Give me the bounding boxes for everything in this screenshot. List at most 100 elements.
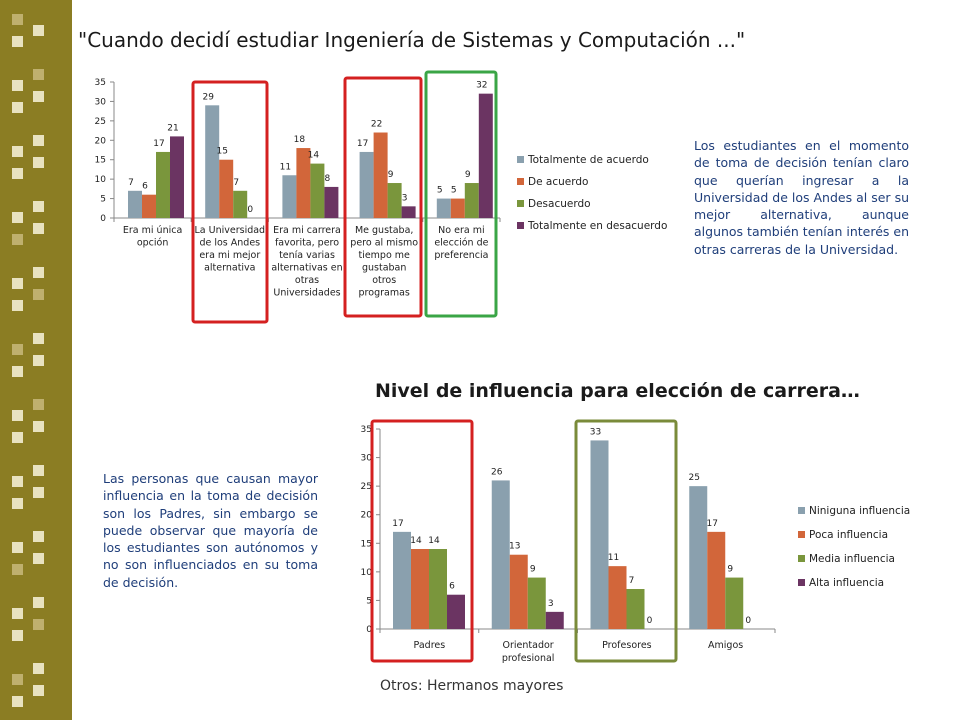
highlight-box xyxy=(191,80,269,324)
decorative-square xyxy=(33,201,44,212)
footnote: Otros: Hermanos mayores xyxy=(380,678,564,694)
decorative-square xyxy=(33,465,44,476)
decorative-square xyxy=(12,168,23,179)
decorative-square xyxy=(33,69,44,80)
data-label: 17 xyxy=(707,519,718,529)
y-tick-label: 15 xyxy=(361,539,372,549)
bar xyxy=(608,566,627,629)
chart2-title: Nivel de influencia para elección de car… xyxy=(375,380,860,402)
category-label: Era mi única opción xyxy=(123,225,182,249)
decorative-square xyxy=(33,487,44,498)
data-label: 17 xyxy=(153,139,164,149)
bar xyxy=(545,611,564,629)
y-tick-label: 0 xyxy=(366,625,372,635)
bar xyxy=(393,531,411,629)
decorative-square xyxy=(12,498,23,509)
data-label: 9 xyxy=(727,565,733,575)
category-label: No era mi elección de preferencia xyxy=(434,225,488,261)
y-tick-label: 35 xyxy=(361,425,372,435)
data-label: 11 xyxy=(280,162,291,172)
data-label: 9 xyxy=(465,170,471,180)
legend-swatch xyxy=(517,178,524,185)
legend-label: Poca influencia xyxy=(809,529,888,541)
decorative-square xyxy=(12,674,23,685)
legend-swatch xyxy=(798,579,805,586)
decorative-square xyxy=(12,608,23,619)
bar xyxy=(324,186,339,218)
chart1-description: Los estudiantes en el momento de toma de… xyxy=(694,138,909,257)
data-label: 0 xyxy=(247,205,253,215)
bar xyxy=(411,549,429,629)
decorative-square xyxy=(33,597,44,608)
decorative-square xyxy=(33,663,44,674)
decorative-square xyxy=(33,333,44,344)
decorative-square xyxy=(33,421,44,432)
data-label: 15 xyxy=(216,147,227,157)
decorative-square xyxy=(33,267,44,278)
bar xyxy=(401,206,416,218)
data-label: 9 xyxy=(530,565,536,575)
legend-label: Media influencia xyxy=(809,553,895,565)
legend-label: De acuerdo xyxy=(528,176,588,188)
bar xyxy=(509,554,528,629)
y-tick-label: 35 xyxy=(95,78,106,88)
decorative-square xyxy=(12,542,23,553)
legend-swatch xyxy=(517,200,524,207)
data-label: 18 xyxy=(294,135,306,145)
category-label: Era mi carrera favorita, pero tenía varias… xyxy=(271,225,342,299)
category-label: Me gustaba, pero al mismo tiempo me gustaba… xyxy=(350,225,418,299)
legend-swatch xyxy=(517,222,524,229)
y-tick-label: 5 xyxy=(100,195,106,205)
bar xyxy=(707,531,726,629)
decorative-square xyxy=(12,564,23,575)
decorative-square xyxy=(33,399,44,410)
data-label: 7 xyxy=(233,178,239,188)
category-label: La Universidad de los Andes era mi mejor al… xyxy=(195,225,266,274)
decorative-square xyxy=(12,410,23,421)
decorative-square xyxy=(33,135,44,146)
bar xyxy=(491,480,510,629)
bar xyxy=(142,194,156,218)
data-label: 13 xyxy=(509,542,520,552)
data-label: 21 xyxy=(167,123,178,133)
legend-swatch xyxy=(798,555,805,562)
y-tick-label: 25 xyxy=(95,117,106,127)
legend-label: Totalmente en desacuerdo xyxy=(527,220,667,232)
bar xyxy=(447,594,465,629)
bar xyxy=(373,132,388,218)
y-tick-label: 20 xyxy=(95,136,107,146)
data-label: 8 xyxy=(325,174,331,184)
data-label: 26 xyxy=(491,467,503,477)
data-label: 22 xyxy=(371,120,382,130)
legend-label: Alta influencia xyxy=(809,577,884,589)
bar xyxy=(478,93,493,218)
bar xyxy=(590,440,609,629)
decorative-square xyxy=(12,36,23,47)
y-tick-label: 30 xyxy=(361,454,373,464)
legend-label: Totalmente de acuerdo xyxy=(527,154,649,166)
data-label: 9 xyxy=(388,170,394,180)
data-label: 25 xyxy=(689,473,700,483)
category-label: Padres xyxy=(414,640,446,651)
data-label: 14 xyxy=(428,536,440,546)
y-tick-label: 20 xyxy=(361,511,373,521)
y-tick-label: 10 xyxy=(95,175,107,185)
decorative-square xyxy=(33,289,44,300)
y-tick-label: 10 xyxy=(361,568,373,578)
bar xyxy=(170,136,184,218)
highlight-box xyxy=(343,76,423,318)
decorative-sidebar xyxy=(0,0,72,720)
decorative-square xyxy=(33,619,44,630)
decorative-square xyxy=(12,146,23,157)
decorative-square xyxy=(12,102,23,113)
decorative-square xyxy=(12,278,23,289)
data-label: 5 xyxy=(437,186,443,196)
bar xyxy=(296,148,311,218)
legend-swatch xyxy=(517,156,524,163)
decorative-square xyxy=(12,234,23,245)
legend-label: Desacuerdo xyxy=(528,198,591,210)
decorative-square xyxy=(12,432,23,443)
bar xyxy=(387,183,402,218)
legend-label: Niniguna influencia xyxy=(809,505,910,517)
